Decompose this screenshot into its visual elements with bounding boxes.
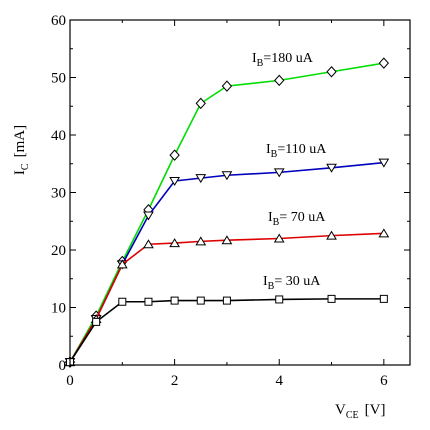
data-point (327, 294, 336, 303)
data-point (273, 233, 285, 243)
data-point (378, 158, 390, 168)
data-point (221, 235, 233, 245)
y-tick-label: 50 (51, 71, 66, 87)
x-tick-label: 6 (380, 373, 388, 389)
data-point (195, 174, 207, 184)
data-point (378, 57, 390, 69)
x-tick-label: 4 (275, 373, 283, 389)
series-layer (64, 57, 390, 368)
x-tick-label: 2 (171, 373, 179, 389)
series-line (69, 232, 384, 363)
data-point (326, 230, 337, 240)
data-point (379, 294, 388, 303)
y-tick-label: 30 (51, 186, 66, 202)
y-axis-title: IC [mA] (12, 125, 31, 175)
data-point (326, 66, 337, 78)
series-line (69, 161, 384, 363)
data-point (221, 80, 233, 92)
data-point (326, 163, 337, 173)
data-point (143, 211, 154, 221)
series-label: IB= 70 uA (268, 210, 326, 228)
data-point (169, 177, 180, 186)
data-point (222, 296, 231, 305)
x-axis-title-unit: [V] (365, 402, 386, 418)
labels-layer: IB=180 uA IB=110 uA IB= 70 uA IB= 30 uA (252, 51, 327, 292)
data-point (169, 238, 180, 248)
data-point (274, 74, 285, 87)
x-axis-title-sub: CE (346, 410, 359, 421)
data-point (273, 168, 285, 178)
y-axis-title-sub: C (20, 163, 31, 170)
y-tick-label: 40 (51, 128, 66, 144)
x-axis-title: VCE [V] (335, 402, 385, 421)
data-point (143, 239, 154, 249)
series-label: IB=180 uA (252, 51, 314, 69)
x-tick-label: 0 (66, 373, 74, 389)
x-axis-title-main: V (335, 402, 346, 418)
series-line (69, 62, 384, 363)
series-label: IB= 30 uA (263, 274, 321, 292)
data-point (221, 171, 233, 181)
data-point (195, 236, 207, 246)
data-point (116, 259, 128, 269)
data-point (170, 296, 179, 305)
data-point (378, 228, 390, 238)
plot-frame (69, 19, 411, 366)
y-tick-label: 10 (51, 301, 66, 317)
data-point (92, 317, 101, 326)
y-tick-label: 20 (51, 243, 66, 259)
data-point (196, 296, 205, 305)
series-line (69, 298, 384, 363)
data-point (169, 149, 180, 161)
y-tick-label: 0 (59, 358, 67, 374)
y-tick-label: 60 (51, 13, 66, 29)
y-axis-title-main: I (12, 170, 28, 175)
series-label: IB=110 uA (266, 142, 327, 160)
data-point (195, 97, 206, 110)
data-point (144, 297, 153, 306)
y-axis-title-unit: [mA] (12, 125, 28, 158)
data-point (275, 295, 284, 304)
data-point (118, 297, 127, 306)
